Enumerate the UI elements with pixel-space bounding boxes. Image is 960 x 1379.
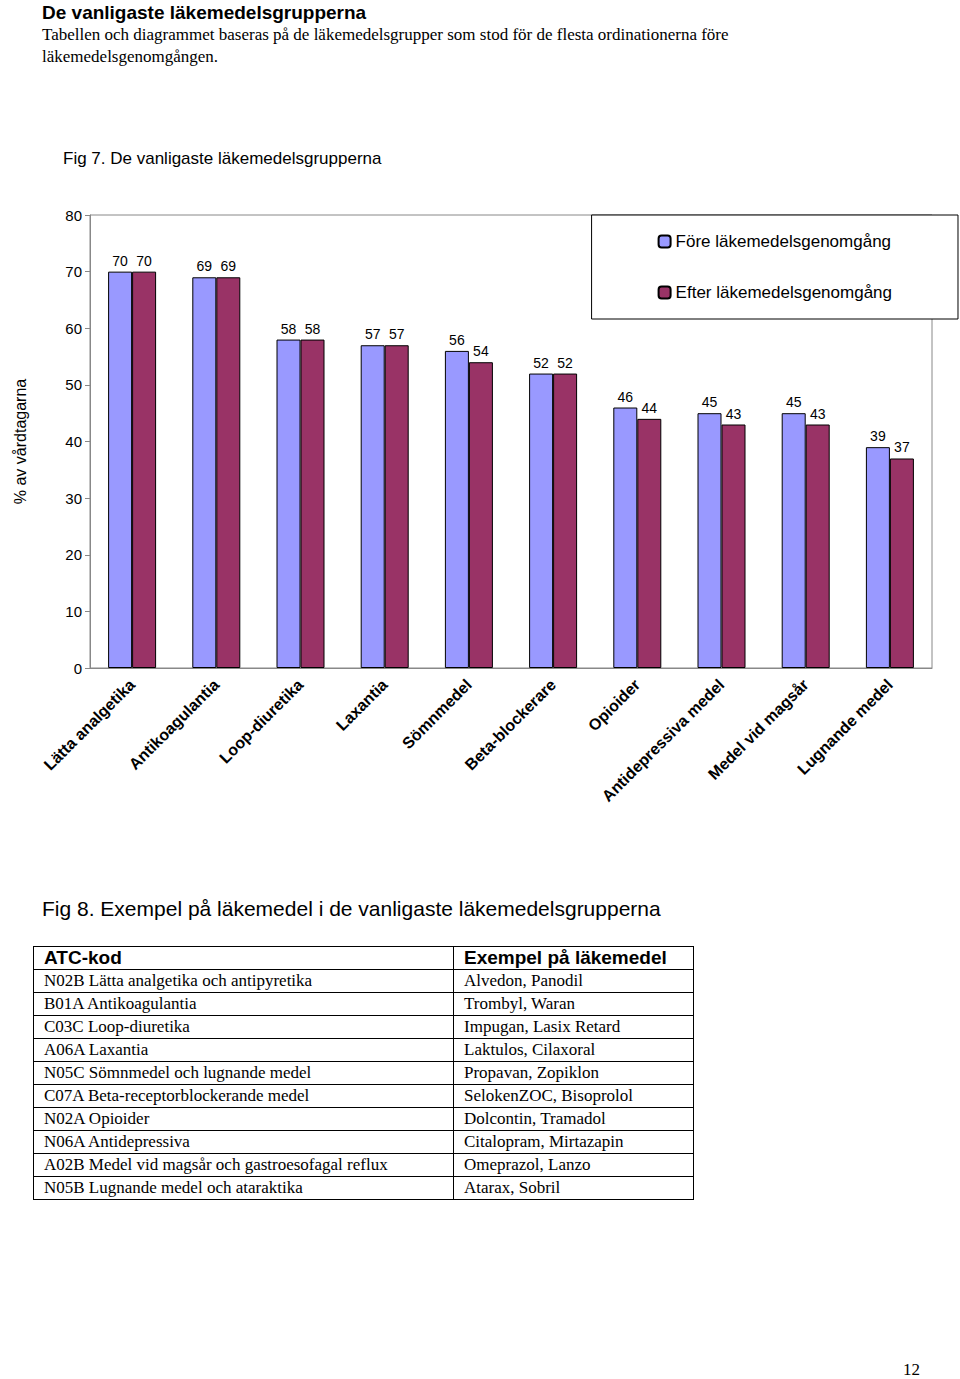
svg-text:70: 70 [136, 253, 152, 269]
html-text:N06A Antidepressiva: N06A Antidepressiva [44, 1132, 190, 1151]
svg-text:40: 40 [65, 433, 82, 450]
html-text:A06A Laxantia: A06A Laxantia [44, 1040, 149, 1059]
svg-text:60: 60 [65, 320, 82, 337]
svg-text:43: 43 [810, 406, 826, 422]
svg-text:57: 57 [389, 326, 405, 342]
svg-text:57: 57 [365, 326, 381, 342]
svg-text:Beta-blockerare: Beta-blockerare [462, 676, 560, 774]
svg-text:70: 70 [112, 253, 128, 269]
html-text:N02B Lätta analgetika och anti: N02B Lätta analgetika och antipyretika [44, 971, 313, 990]
svg-text:20: 20 [65, 546, 82, 563]
svg-text:Antikoagulantia: Antikoagulantia [126, 676, 223, 773]
svg-text:39: 39 [870, 428, 886, 444]
svg-text:52: 52 [533, 355, 549, 371]
svg-text:Medel vid magsår: Medel vid magsår [704, 676, 812, 783]
svg-text:0: 0 [74, 660, 82, 677]
html-text:Laktulos, Cilaxoral: Laktulos, Cilaxoral [464, 1040, 596, 1059]
svg-text:70: 70 [65, 263, 82, 280]
svg-text:69: 69 [221, 258, 237, 274]
html-text:Trombyl, Waran: Trombyl, Waran [464, 994, 575, 1013]
html-text:ATC-kod: ATC-kod [44, 947, 122, 968]
html-text:B01A Antikoagulantia: B01A Antikoagulantia [44, 994, 197, 1013]
svg-text:50: 50 [65, 376, 82, 393]
svg-text:56: 56 [449, 332, 465, 348]
html-text:C07A Beta-receptorblockerande: C07A Beta-receptorblockerande medel [44, 1086, 310, 1105]
html-text:Propavan, Zopiklon: Propavan, Zopiklon [464, 1063, 599, 1082]
svg-text:Fig 7. De vanligaste läkemedel: Fig 7. De vanligaste läkemedelsgrupperna [63, 149, 382, 168]
html-text:Alvedon, Panodil: Alvedon, Panodil [464, 971, 583, 990]
svg-text:10: 10 [65, 603, 82, 620]
svg-text:54: 54 [473, 343, 489, 359]
html-text:Tabellen och diagrammet basera: Tabellen och diagrammet baseras på de lä… [42, 25, 729, 66]
html-text:De vanligaste läkemedelsgruppe: De vanligaste läkemedelsgrupperna [42, 2, 367, 23]
html-text:Fig 8. Exempel på läkemedel i: Fig 8. Exempel på läkemedel i de vanliga… [42, 897, 661, 920]
html-text:Citalopram, Mirtazapin: Citalopram, Mirtazapin [464, 1132, 624, 1151]
html-text:A02B Medel vid magsår och gast: A02B Medel vid magsår och gastroesofagal… [44, 1155, 388, 1174]
svg-text:44: 44 [642, 400, 658, 416]
svg-text:46: 46 [618, 389, 634, 405]
svg-text:Loop-diuretika: Loop-diuretika [216, 676, 307, 767]
svg-text:43: 43 [726, 406, 742, 422]
html-text:Impugan, Lasix Retard: Impugan, Lasix Retard [464, 1017, 621, 1036]
html-text:SelokenZOC, Bisoprolol: SelokenZOC, Bisoprolol [464, 1086, 634, 1105]
svg-text:58: 58 [305, 321, 321, 337]
html-text:Exempel på läkemedel: Exempel på läkemedel [464, 947, 667, 968]
html-text:Omeprazol, Lanzo: Omeprazol, Lanzo [464, 1155, 591, 1174]
svg-text:Lugnande medel: Lugnande medel [794, 676, 896, 778]
html-text:N02A Opioider: N02A Opioider [44, 1109, 150, 1128]
svg-text:45: 45 [786, 394, 802, 410]
svg-text:45: 45 [702, 394, 718, 410]
svg-text:Lätta analgetika: Lätta analgetika [41, 676, 139, 774]
svg-text:58: 58 [281, 321, 297, 337]
svg-text:80: 80 [65, 207, 82, 224]
html-text:12: 12 [903, 1360, 920, 1379]
svg-text:Antidepressiva medel: Antidepressiva medel [599, 676, 728, 805]
html-text:Dolcontin, Tramadol: Dolcontin, Tramadol [464, 1109, 606, 1128]
svg-text:% av vårdtagarna: % av vårdtagarna [12, 379, 29, 505]
svg-text:69: 69 [197, 258, 213, 274]
html-text:N05B Lugnande medel och atarak: N05B Lugnande medel och ataraktika [44, 1178, 303, 1197]
svg-text:37: 37 [894, 439, 910, 455]
html-text:Atarax, Sobril: Atarax, Sobril [464, 1178, 561, 1197]
html-text:C03C Loop-diuretika: C03C Loop-diuretika [44, 1017, 190, 1036]
svg-text:Sömnmedel: Sömnmedel [399, 676, 475, 752]
svg-text:Laxantia: Laxantia [333, 676, 391, 734]
svg-text:Opioider: Opioider [585, 676, 643, 734]
svg-text:Före läkemedelsgenomgång: Före läkemedelsgenomgång [676, 232, 891, 251]
svg-text:52: 52 [557, 355, 573, 371]
html-text:N05C Sömnmedel och lugnande me: N05C Sömnmedel och lugnande medel [44, 1063, 312, 1082]
svg-text:Efter läkemedelsgenomgång: Efter läkemedelsgenomgång [676, 283, 892, 302]
svg-text:30: 30 [65, 490, 82, 507]
